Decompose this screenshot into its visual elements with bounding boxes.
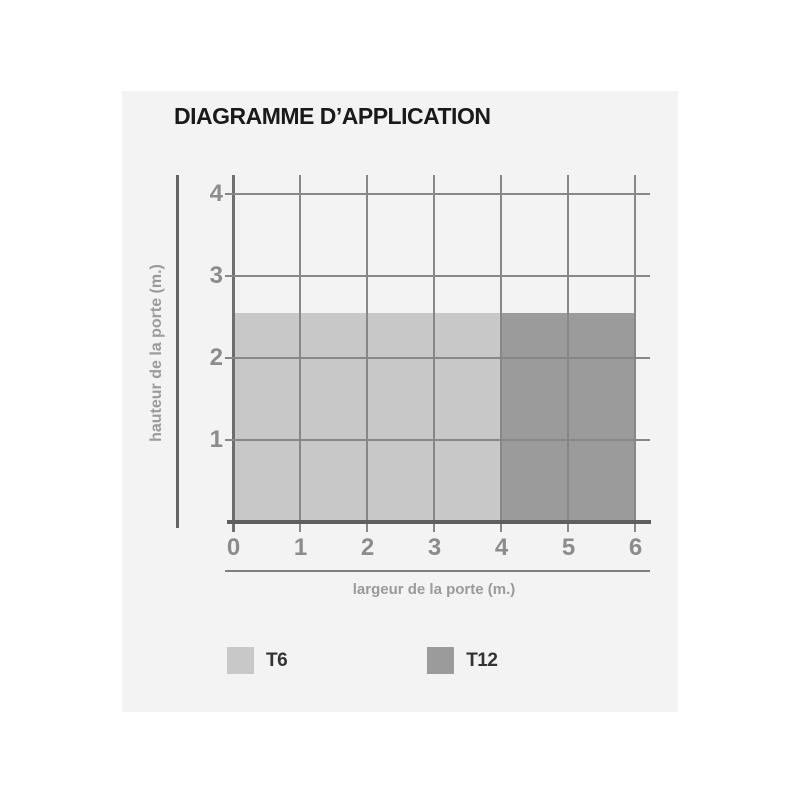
gridline-y-2 bbox=[225, 357, 650, 359]
y-tick-label-2: 2 bbox=[209, 344, 223, 371]
legend-label-T6: T6 bbox=[266, 649, 288, 671]
diagram-panel: DIAGRAMME D’APPLICATION 0 1 2 3 4 5 6 1 2 3 4 haut… bbox=[122, 91, 678, 712]
chart-title: DIAGRAMME D’APPLICATION bbox=[174, 103, 491, 129]
x-tick-label-6: 6 bbox=[628, 534, 642, 561]
x-axis-separator-line bbox=[225, 570, 650, 572]
legend-item-T6: T6 bbox=[227, 647, 288, 674]
y-axis-bar bbox=[176, 175, 179, 528]
plot-area: 0 1 2 3 4 5 6 1 2 3 4 bbox=[122, 91, 678, 712]
x-tick-label-2: 2 bbox=[360, 534, 374, 561]
legend-item-T12: T12 bbox=[427, 647, 498, 674]
gridline-x-1 bbox=[299, 175, 301, 532]
gridline-x-2 bbox=[366, 175, 368, 532]
x-tick-label-1: 1 bbox=[293, 534, 307, 561]
gridline-x-0 bbox=[232, 175, 235, 532]
gridline-x-6 bbox=[634, 175, 636, 532]
gridline-x-3 bbox=[433, 175, 435, 532]
legend-swatch-T12 bbox=[427, 647, 455, 674]
legend: T6 T12 bbox=[227, 647, 498, 674]
x-axis-line bbox=[227, 520, 651, 524]
gridline-y-3 bbox=[225, 275, 650, 277]
x-tick-label-5: 5 bbox=[561, 534, 575, 561]
y-axis-title: hauteur de la porte (m.) bbox=[148, 264, 165, 442]
gridline-y-1 bbox=[225, 439, 650, 441]
x-tick-label-3: 3 bbox=[427, 534, 441, 561]
x-tick-label-4: 4 bbox=[494, 534, 508, 561]
y-tick-label-3: 3 bbox=[209, 262, 223, 289]
legend-swatch-T6 bbox=[227, 647, 254, 674]
y-tick-label-1: 1 bbox=[209, 426, 223, 453]
legend-label-T12: T12 bbox=[466, 649, 498, 671]
x-axis-title: largeur de la porte (m.) bbox=[352, 581, 516, 598]
gridline-x-5 bbox=[567, 175, 569, 532]
y-tick-label-4: 4 bbox=[209, 180, 223, 207]
x-tick-label-0: 0 bbox=[226, 534, 240, 561]
gridline-y-4 bbox=[225, 193, 650, 195]
gridline-x-4 bbox=[500, 175, 502, 532]
